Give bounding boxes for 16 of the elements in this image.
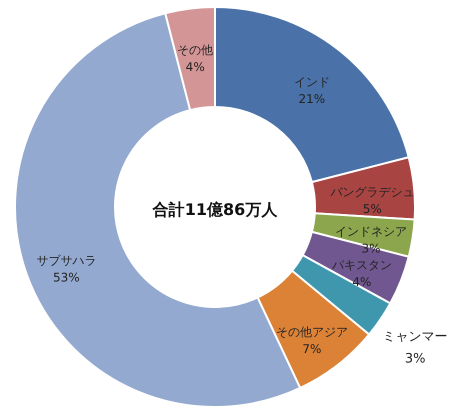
slice-label: インドネシア	[335, 224, 408, 239]
slice-label: その他アジア	[276, 324, 348, 339]
data-label: 7%	[302, 342, 322, 356]
text: 合計11億86万人	[152, 200, 278, 219]
slice-label: その他	[177, 43, 214, 58]
data-label: 3%	[404, 351, 426, 366]
data-label: 4%	[352, 275, 372, 290]
data-label: 53%	[53, 270, 80, 285]
data-label: 5%	[362, 202, 382, 216]
slice-label: サブサハラ	[36, 254, 96, 268]
data-label: 21%	[298, 92, 326, 106]
slice-label: インド	[294, 75, 330, 90]
slice-label: バングラデシュ	[329, 185, 414, 200]
data-label: 4%	[186, 60, 205, 74]
slice-label: パキスタン	[330, 258, 392, 272]
slice-label: ミャンマー	[382, 329, 448, 344]
